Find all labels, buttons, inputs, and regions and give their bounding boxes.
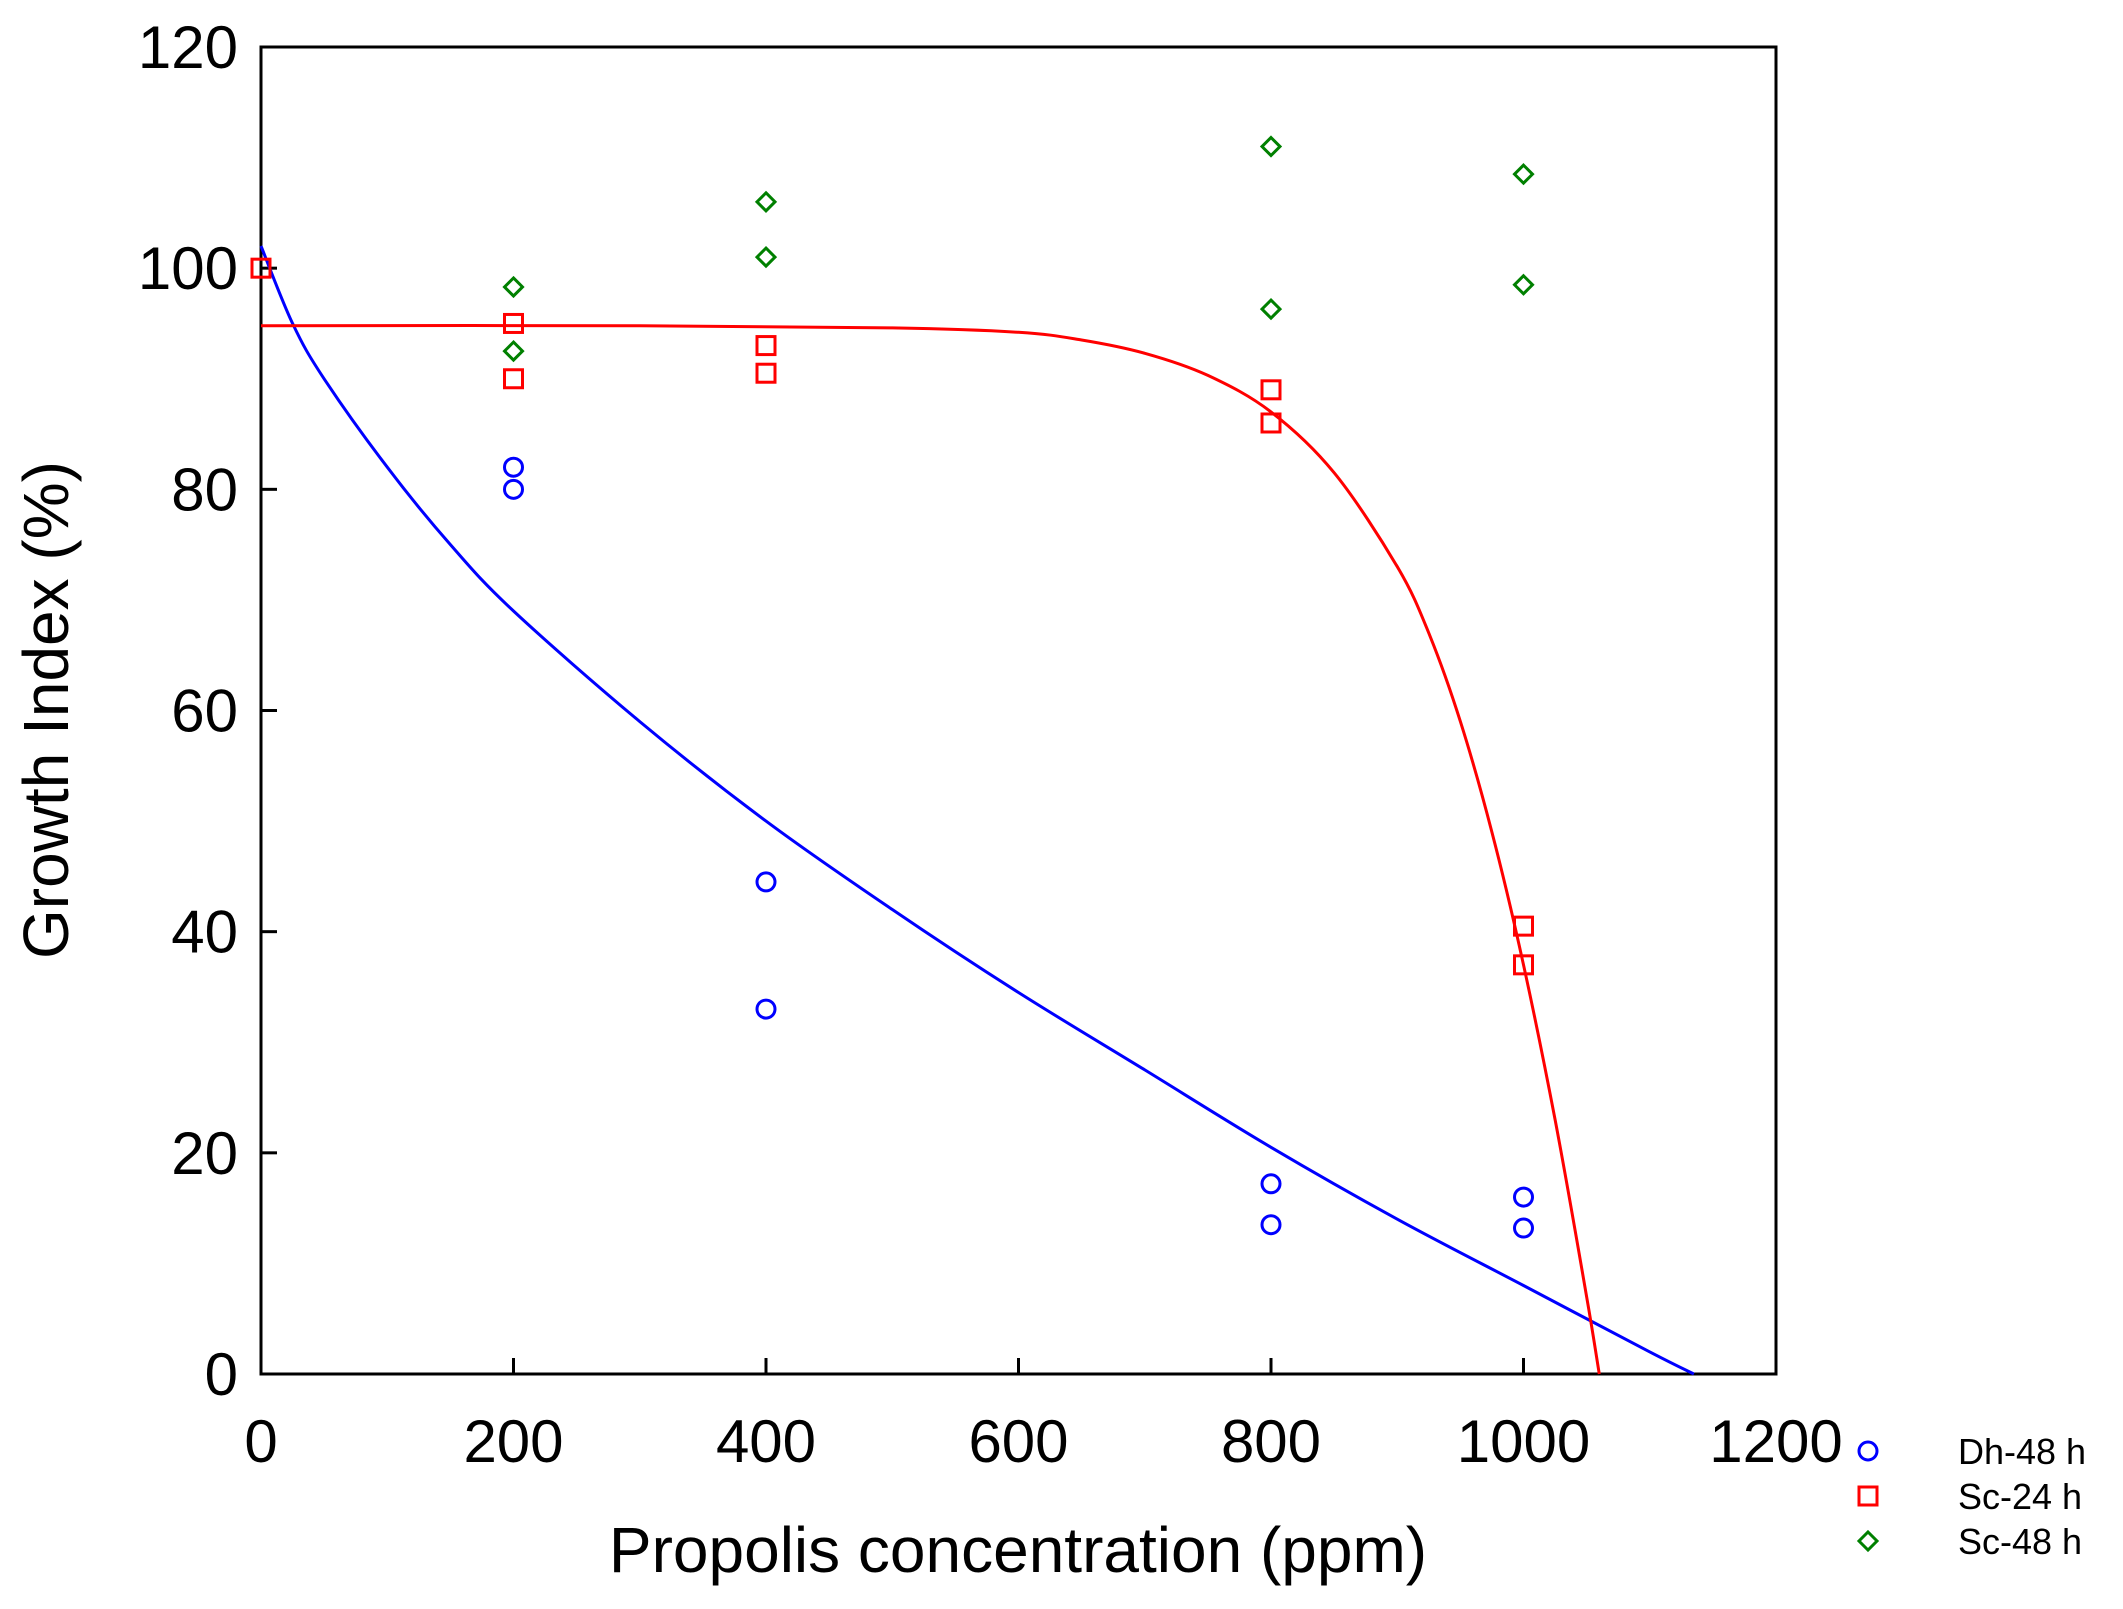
x-axis: 0 200 400 600 800 1000 1200	[244, 1358, 1843, 1475]
plot-area	[259, 45, 1778, 1376]
legend-label: Sc-48 h	[1958, 1521, 2082, 1562]
data-point-series-1	[503, 478, 524, 500]
legend-marker	[1857, 1440, 1879, 1462]
data-point-series-3	[502, 339, 525, 363]
data-point-series-1	[755, 998, 777, 1020]
data-point-series-3	[1512, 273, 1535, 296]
data-point-series-1	[503, 456, 524, 478]
y-tick-label: 60	[171, 678, 238, 745]
y-tick-label: 100	[138, 235, 238, 302]
data-point-series-2	[755, 335, 777, 357]
legend-marker	[1856, 1529, 1880, 1553]
data-point-series-3	[1512, 163, 1535, 186]
legend: Dh-48 hSc-24 hSc-48 h	[1856, 1431, 2086, 1562]
y-tick-label: 120	[138, 14, 238, 81]
data-point-series-2	[1513, 954, 1534, 976]
data-point-series-2	[1260, 379, 1282, 401]
x-tick-label: 1000	[1457, 1408, 1590, 1475]
data-point-series-2	[503, 368, 524, 390]
data-point-series-2	[1513, 915, 1534, 937]
y-tick-label: 80	[171, 456, 238, 523]
data-point-series-3	[1259, 297, 1283, 321]
data-point-series-1	[1260, 1173, 1282, 1195]
data-point-series-3	[754, 245, 778, 269]
data-point-series-2	[755, 362, 777, 384]
data-point-series-3	[502, 275, 525, 299]
fit-curve-series-1	[259, 245, 1695, 1376]
data-point-series-1	[1260, 1214, 1282, 1236]
data-point-series-2	[1260, 412, 1282, 434]
x-axis-title: Propolis concentration (ppm)	[609, 1514, 1427, 1586]
legend-label: Dh-48 h	[1958, 1431, 2086, 1472]
x-tick-label: 1200	[1709, 1408, 1842, 1475]
y-axis-title: Growth Index (%)	[10, 461, 82, 959]
x-tick-label: 800	[1221, 1408, 1321, 1475]
x-tick-label: 200	[463, 1408, 563, 1475]
data-point-series-2	[503, 312, 524, 334]
data-point-series-3	[754, 190, 778, 213]
data-point-series-1	[755, 871, 777, 893]
data-point-series-3	[1259, 135, 1283, 158]
y-tick-label: 40	[171, 899, 238, 966]
x-tick-label: 400	[716, 1408, 816, 1475]
y-axis: 0 20 40 60 80 100 120	[138, 14, 277, 1408]
x-tick-label: 0	[244, 1408, 277, 1475]
y-tick-label: 0	[205, 1341, 238, 1408]
y-tick-label: 20	[171, 1120, 238, 1187]
legend-marker	[1857, 1485, 1879, 1507]
data-point-series-1	[1513, 1217, 1534, 1239]
data-points	[250, 135, 1535, 1239]
data-point-series-1	[1513, 1186, 1534, 1208]
data-point-series-2	[250, 257, 272, 279]
fit-curves	[259, 245, 1695, 1376]
x-tick-label: 600	[968, 1408, 1068, 1475]
legend-label: Sc-24 h	[1958, 1476, 2082, 1517]
fit-curve-series-2	[260, 324, 1601, 1375]
